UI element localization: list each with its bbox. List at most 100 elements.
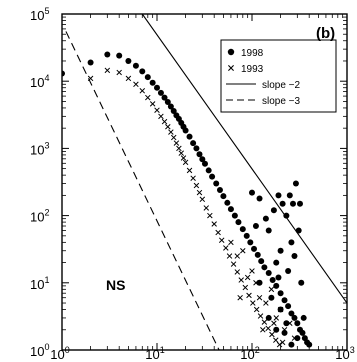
point-1998 — [275, 274, 282, 281]
point-1998 — [283, 320, 290, 327]
point-1993 — [87, 75, 94, 82]
point-1998 — [256, 195, 263, 202]
point-1998 — [249, 189, 255, 196]
point-1998 — [298, 279, 305, 286]
legend-label: slope −2 — [262, 80, 301, 91]
point-1998 — [193, 145, 200, 152]
point-1998 — [125, 57, 132, 64]
point-1998 — [216, 187, 223, 194]
point-1998 — [161, 94, 168, 101]
point-1998 — [270, 207, 277, 214]
point-1998 — [164, 99, 171, 106]
point-1998 — [213, 180, 220, 187]
point-1998 — [306, 341, 313, 348]
point-1993 — [180, 155, 187, 161]
point-1998 — [296, 200, 303, 207]
point-1993 — [223, 245, 229, 251]
point-1998 — [283, 212, 290, 219]
point-1998 — [132, 62, 139, 69]
point-1993 — [281, 327, 288, 333]
point-1993 — [178, 150, 185, 156]
point-1998 — [139, 68, 146, 75]
point-1993 — [242, 284, 249, 291]
point-1993 — [273, 315, 280, 321]
legend-marker-1993 — [228, 65, 234, 71]
point-1998 — [275, 192, 282, 199]
y-tick-label: 100 — [30, 342, 49, 359]
point-1998 — [235, 219, 242, 226]
point-1998 — [231, 212, 238, 219]
point-1993 — [279, 339, 286, 346]
point-1993 — [215, 229, 221, 236]
plot-frame — [61, 13, 348, 351]
data-points — [62, 51, 313, 348]
point-1993 — [256, 294, 263, 301]
point-1998 — [281, 329, 288, 336]
point-1993 — [237, 294, 243, 301]
point-1998 — [167, 103, 174, 110]
x-tick-label: 102 — [240, 345, 259, 362]
point-1993 — [246, 292, 252, 299]
point-1998 — [227, 206, 234, 213]
point-1998 — [199, 156, 206, 163]
point-1993 — [240, 247, 246, 254]
point-1993 — [154, 107, 160, 113]
point-1993 — [287, 320, 293, 327]
point-1998 — [149, 79, 156, 86]
legend-marker-1998 — [227, 48, 235, 56]
point-1998 — [273, 326, 280, 333]
point-1998 — [295, 227, 302, 234]
y-tick-label: 101 — [30, 275, 49, 292]
point-1998 — [291, 253, 298, 260]
point-1998 — [258, 258, 265, 265]
reference-lines — [65, 14, 347, 350]
point-1993 — [104, 67, 111, 74]
point-1993 — [196, 189, 203, 196]
point-1993 — [271, 320, 277, 327]
point-1998 — [243, 232, 250, 239]
point-1998 — [291, 314, 298, 321]
point-1998 — [182, 127, 189, 134]
point-1998 — [220, 193, 227, 200]
panel-label: (b) — [316, 25, 335, 42]
point-1998 — [154, 84, 160, 91]
point-1993 — [145, 94, 151, 101]
point-1998 — [265, 269, 272, 276]
point-1998 — [289, 200, 296, 207]
point-1993 — [276, 341, 283, 348]
point-1998 — [201, 160, 208, 167]
point-1993 — [176, 145, 182, 152]
point-1998 — [261, 264, 268, 271]
point-1993 — [261, 319, 268, 325]
point-1993 — [170, 134, 177, 141]
point-1998 — [294, 335, 301, 342]
point-1998 — [288, 310, 295, 317]
point-1998 — [273, 259, 280, 266]
point-1993 — [269, 331, 275, 338]
point-1993 — [168, 129, 174, 135]
point-1998 — [299, 329, 306, 336]
point-1998 — [196, 151, 203, 158]
point-1993 — [193, 182, 200, 189]
point-1998 — [292, 180, 299, 187]
point-1998 — [285, 267, 292, 274]
point-1993 — [234, 269, 241, 275]
point-1998 — [273, 282, 280, 289]
point-1998 — [288, 341, 295, 348]
point-1993 — [139, 88, 146, 94]
point-1993 — [265, 325, 271, 332]
point-1993 — [226, 253, 233, 259]
point-1998 — [239, 226, 246, 233]
point-1993 — [263, 300, 269, 306]
point-1993 — [238, 277, 244, 283]
point-1993 — [158, 113, 164, 120]
point-1993 — [230, 261, 237, 267]
point-1998 — [254, 251, 261, 258]
point-1993 — [125, 75, 132, 82]
point-1998 — [251, 245, 258, 252]
slope-3-line — [65, 31, 220, 350]
point-1993 — [253, 306, 260, 313]
point-1993 — [277, 306, 284, 313]
point-1998 — [277, 290, 284, 297]
point-1998 — [268, 294, 275, 301]
